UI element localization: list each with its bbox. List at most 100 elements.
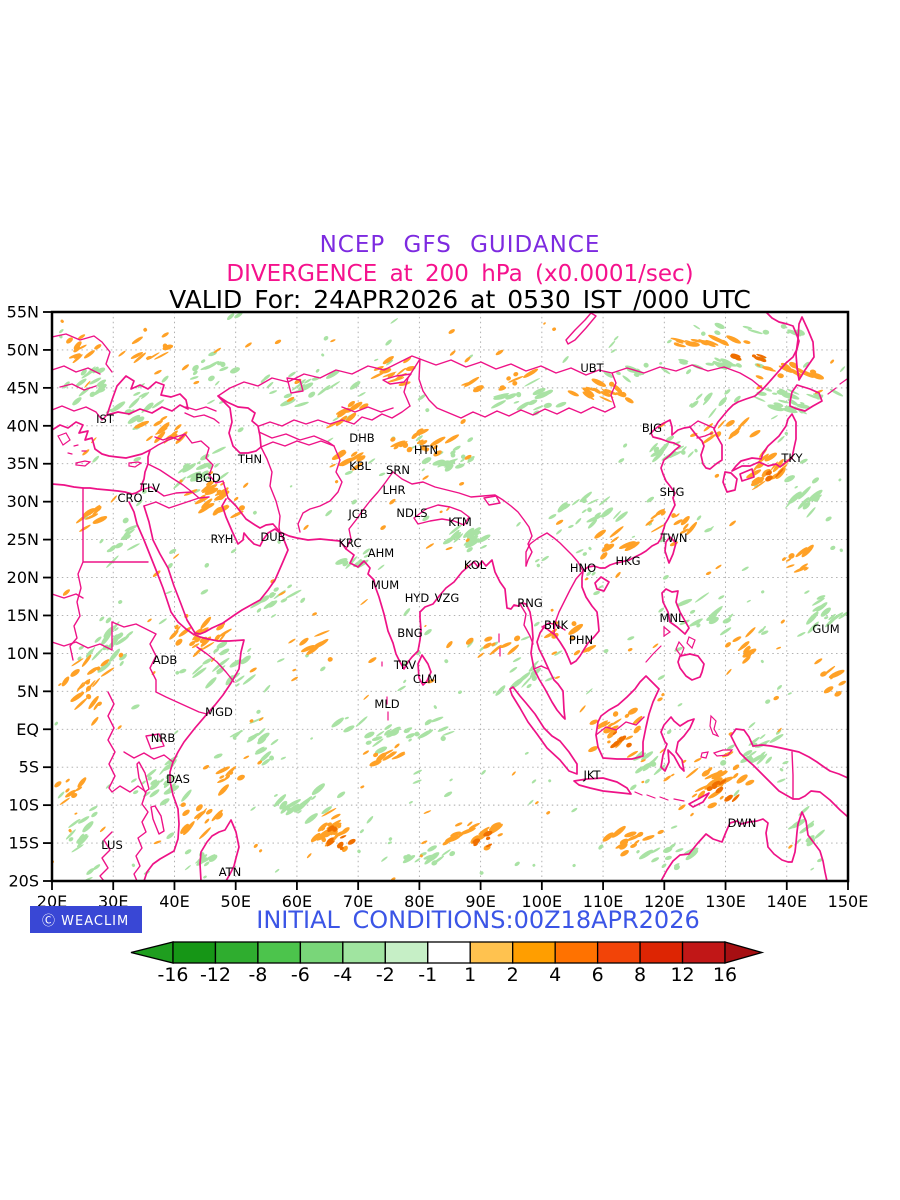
divergence-blob	[183, 821, 195, 836]
divergence-blob	[432, 855, 445, 865]
island-sakhalin	[795, 316, 815, 381]
divergence-blob	[237, 774, 245, 781]
divergence-blob	[749, 750, 757, 757]
divergence-blob	[326, 837, 334, 845]
divergence-blob	[609, 729, 618, 736]
divergence-blob	[468, 535, 479, 541]
divergence-blob	[512, 380, 518, 386]
divergence-blob	[798, 486, 811, 500]
divergence-blob	[646, 496, 655, 503]
divergence-blob	[624, 541, 640, 552]
divergence-blob	[704, 527, 713, 533]
divergence-blob	[100, 659, 110, 667]
colorbar-tick-label: -8	[248, 964, 267, 986]
divergence-blob	[421, 840, 428, 845]
divergence-blob	[65, 778, 70, 783]
divergence-blob	[405, 733, 416, 739]
divergence-blob	[68, 818, 81, 828]
divergence-blob	[250, 806, 256, 811]
divergence-blob	[385, 339, 392, 346]
divergence-blob	[600, 552, 608, 560]
divergence-blob	[679, 528, 689, 534]
divergence-blob	[225, 774, 231, 780]
divergence-blob	[110, 401, 126, 413]
divergence-blob	[468, 822, 480, 830]
divergence-blob	[266, 381, 274, 389]
divergence-blob	[758, 357, 767, 363]
divergence-blob	[786, 329, 792, 334]
divergence-blob	[624, 713, 630, 718]
divergence-blob	[585, 393, 595, 401]
divergence-blob	[327, 822, 332, 827]
divergence-blob	[495, 349, 504, 356]
divergence-blob	[830, 675, 835, 680]
divergence-blob	[448, 523, 463, 535]
borders-europe	[52, 333, 113, 421]
divergence-blob	[202, 765, 210, 770]
divergence-blob	[508, 376, 524, 383]
divergence-blob	[182, 463, 196, 473]
divergence-blob	[761, 630, 769, 635]
colorbar-tick-label: 16	[713, 964, 737, 986]
divergence-blob	[174, 730, 179, 735]
divergence-blob	[291, 676, 299, 682]
divergence-blob	[444, 434, 460, 444]
island-new-guinea	[730, 728, 848, 818]
divergence-blob	[548, 514, 557, 520]
borders-turkey-iran	[149, 433, 229, 499]
divergence-blob	[710, 606, 723, 619]
divergence-blob	[708, 616, 719, 625]
divergence-blob	[214, 634, 221, 641]
city-label-ubt: UBT	[580, 361, 604, 375]
lon-tick-label: 90E	[465, 892, 495, 911]
divergence-blob	[327, 825, 335, 832]
divergence-blob	[585, 688, 593, 695]
divergence-blob	[424, 853, 438, 865]
divergence-blob	[660, 367, 671, 375]
divergence-blob	[306, 645, 320, 655]
divergence-blob	[75, 786, 83, 792]
divergence-blob	[743, 340, 751, 344]
divergence-blob	[175, 638, 183, 646]
divergence-blob	[259, 595, 270, 603]
divergence-blob	[384, 724, 393, 730]
divergence-blob	[228, 770, 234, 775]
divergence-blob	[315, 368, 320, 373]
divergence-blob	[98, 380, 105, 388]
divergence-blob	[146, 435, 153, 442]
divergence-blob	[201, 502, 215, 510]
divergence-blob	[762, 329, 770, 335]
divergence-blob	[830, 359, 835, 364]
divergence-blob	[759, 734, 766, 740]
divergence-blob	[136, 499, 143, 507]
divergence-blob	[349, 381, 361, 390]
divergence-blob	[524, 751, 529, 755]
lon-tick-label: 80E	[404, 892, 434, 911]
divergence-blob	[535, 558, 540, 563]
divergence-blob	[797, 632, 806, 637]
divergence-blob	[280, 598, 288, 603]
divergence-blob	[630, 843, 638, 848]
divergence-blob	[396, 367, 407, 376]
divergence-blob	[89, 805, 98, 812]
border-papua	[791, 751, 794, 800]
divergence-blob	[532, 405, 544, 411]
divergence-blob	[76, 834, 86, 844]
divergence-blob	[587, 507, 592, 513]
divergence-blob	[85, 513, 99, 520]
divergence-blob	[463, 527, 475, 539]
divergence-blob	[382, 356, 394, 365]
divergence-blob	[180, 802, 186, 807]
divergence-blob	[200, 589, 209, 595]
divergence-blob	[83, 350, 95, 359]
colorbar-tick-label: -16	[157, 964, 188, 986]
divergence-blob	[174, 624, 179, 630]
divergence-blob	[811, 477, 820, 484]
borders-africa-horn	[52, 621, 235, 715]
divergence-blob	[303, 524, 309, 531]
divergence-blob	[208, 854, 218, 862]
divergence-blob	[365, 740, 372, 745]
divergence-blob	[393, 445, 399, 450]
divergence-blob	[140, 391, 150, 399]
divergence-blob	[694, 784, 709, 793]
